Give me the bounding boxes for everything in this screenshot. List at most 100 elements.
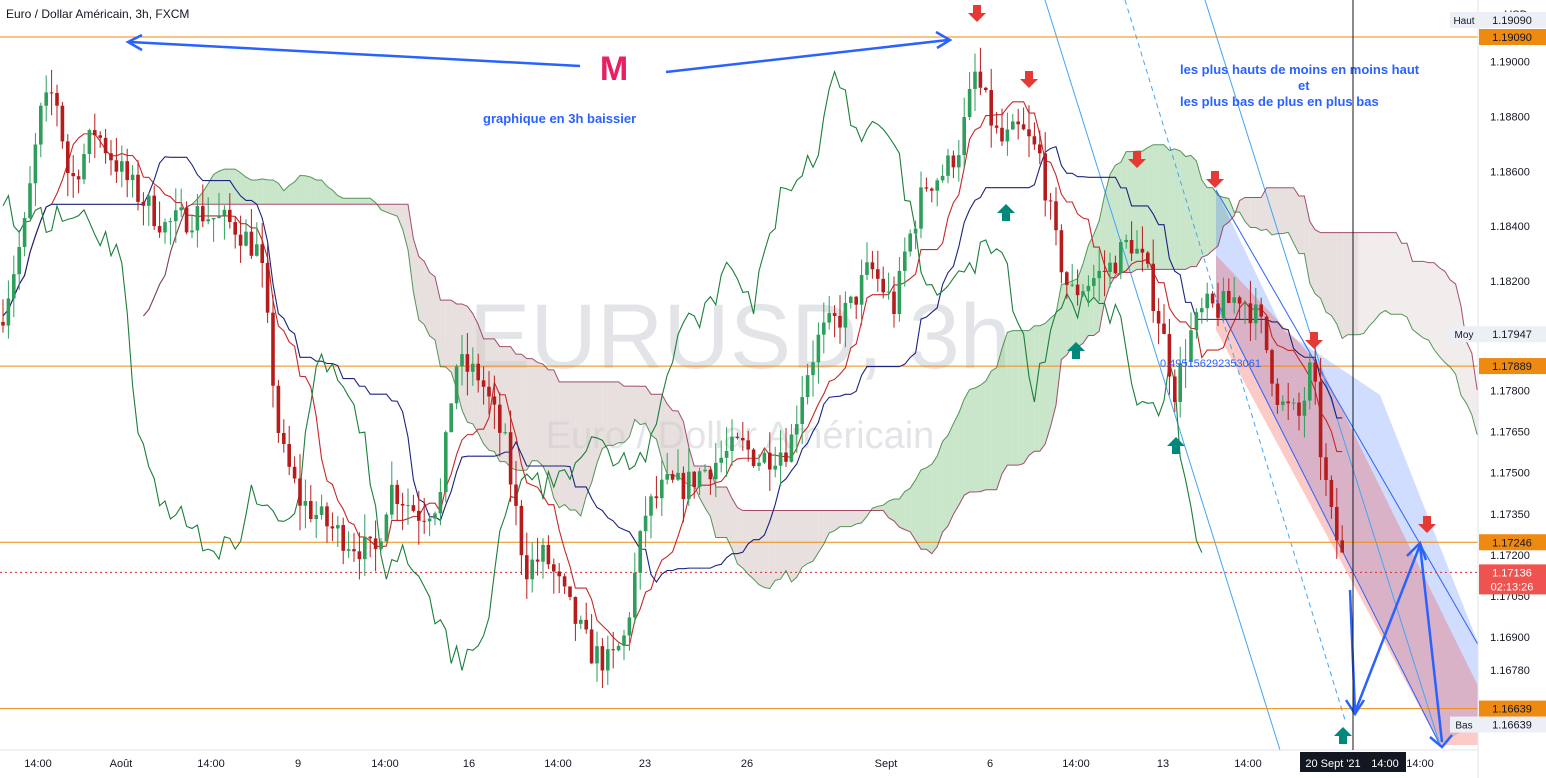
candle-body [1324,457,1328,480]
candle-body [309,501,313,519]
ichimoku-cloud-segment [910,479,916,541]
candle-body [1227,290,1231,303]
ichimoku-cloud-segment [759,510,765,588]
ichimoku-cloud-segment [1380,232,1386,314]
ichimoku-cloud-segment [251,180,257,205]
ichimoku-cloud-segment [651,394,657,440]
candle-body [940,175,945,181]
ichimoku-cloud-segment [996,348,1002,490]
candle-body [147,195,151,206]
candle-body [152,195,156,227]
buy-arrow-icon [997,204,1015,221]
ichimoku-cloud-segment [667,403,673,476]
candle-body [487,386,491,397]
price-tag-value: 1.17246 [1492,537,1532,549]
ichimoku-cloud-segment [791,510,797,582]
candle-body [692,471,696,488]
price-tick-label: 1.17800 [1490,385,1530,397]
candle-body [638,531,642,573]
candle-body [773,465,777,470]
ichimoku-cloud-segment [1315,229,1321,299]
candle-body [1329,479,1334,507]
caption-text: graphique en 3h baissier [483,111,636,126]
candle-body [1270,350,1274,384]
ichimoku-cloud-segment [1196,160,1202,267]
candle-body [892,291,896,315]
price-tag-box [1479,12,1546,28]
candle-body [832,313,837,316]
ichimoku-cloud-segment [1018,330,1024,466]
crosshair-date-label: 20 Sept '21 [1305,758,1360,770]
ichimoku-cloud-segment [926,464,932,554]
ichimoku-cloud-segment [575,381,581,517]
candle-body [816,334,821,363]
candle-body [676,472,680,480]
ichimoku-cloud-segment [462,303,468,423]
ichimoku-cloud-segment [872,506,878,511]
price-tick-label: 1.17650 [1490,427,1530,439]
candle-body [795,424,799,435]
candle-body [395,484,399,504]
ichimoku-cloud-segment [683,421,689,486]
candle-body [363,536,367,560]
candle-body [697,471,702,488]
candle-body [541,544,545,562]
candle-body [103,137,108,154]
ichimoku-cloud-segment [1212,187,1218,251]
candle-body [109,153,113,161]
price-tag-label-box [1450,12,1478,28]
candle-body [22,218,27,248]
ichimoku-cloud-segment [672,410,678,477]
candle-body [163,222,167,233]
candle-body [98,135,102,138]
ichimoku-cloud-segment [1180,150,1186,270]
candle-body [1092,278,1096,286]
channel-lower-line [1215,299,1441,746]
price-tick-label: 1.19000 [1490,57,1530,69]
candle-body [120,161,124,172]
sell-arrow-icon [1128,151,1146,168]
candle-body [1038,144,1042,154]
candle-body [1286,401,1290,404]
candle-body [1124,239,1128,243]
senkou-span-a-line [143,144,1478,590]
ichimoku-cloud-segment [478,324,484,444]
buy-arrow-icon [1067,342,1085,359]
candle-body [201,206,205,222]
candle-body [903,251,907,271]
price-tag-box [1479,716,1546,733]
pattern-label: M [600,50,628,88]
candle-body [76,176,81,180]
candle-body [573,596,578,624]
ichimoku-cloud-segment [807,510,813,564]
channel-upper-line [1215,189,1481,649]
ichimoku-cloud-segment [440,300,446,367]
candle-body [1156,311,1161,324]
price-tag-label: Moy [1455,330,1474,341]
price-tick-label: 1.18800 [1490,111,1530,123]
ichimoku-cloud-segment [580,381,587,517]
ichimoku-cloud-segment [1056,284,1062,406]
price-tag-value: 1.16639 [1492,720,1532,732]
ichimoku-cloud-segment [780,510,786,580]
projection-head-down [1344,699,1366,717]
projection-head-end [1429,734,1453,749]
candle-body [1119,242,1123,274]
candle-body [789,434,794,462]
ichimoku-cloud-segment [834,510,840,531]
candle-body [622,635,626,646]
price-tag-label-box [1450,716,1478,733]
candle-body [390,484,394,515]
candle-body [859,275,864,305]
ichimoku-cloud-segment [1169,148,1175,270]
ichimoku-cloud-segment [1423,261,1429,341]
candle-body [55,92,59,106]
candle-body [633,572,637,618]
candle-body [1129,239,1134,254]
candle-body [71,173,75,177]
ichimoku-cloud-segment [543,364,549,478]
candle-body [1189,330,1193,363]
ichimoku-cloud-segment [748,510,754,580]
ichimoku-cloud-segment [850,510,857,527]
